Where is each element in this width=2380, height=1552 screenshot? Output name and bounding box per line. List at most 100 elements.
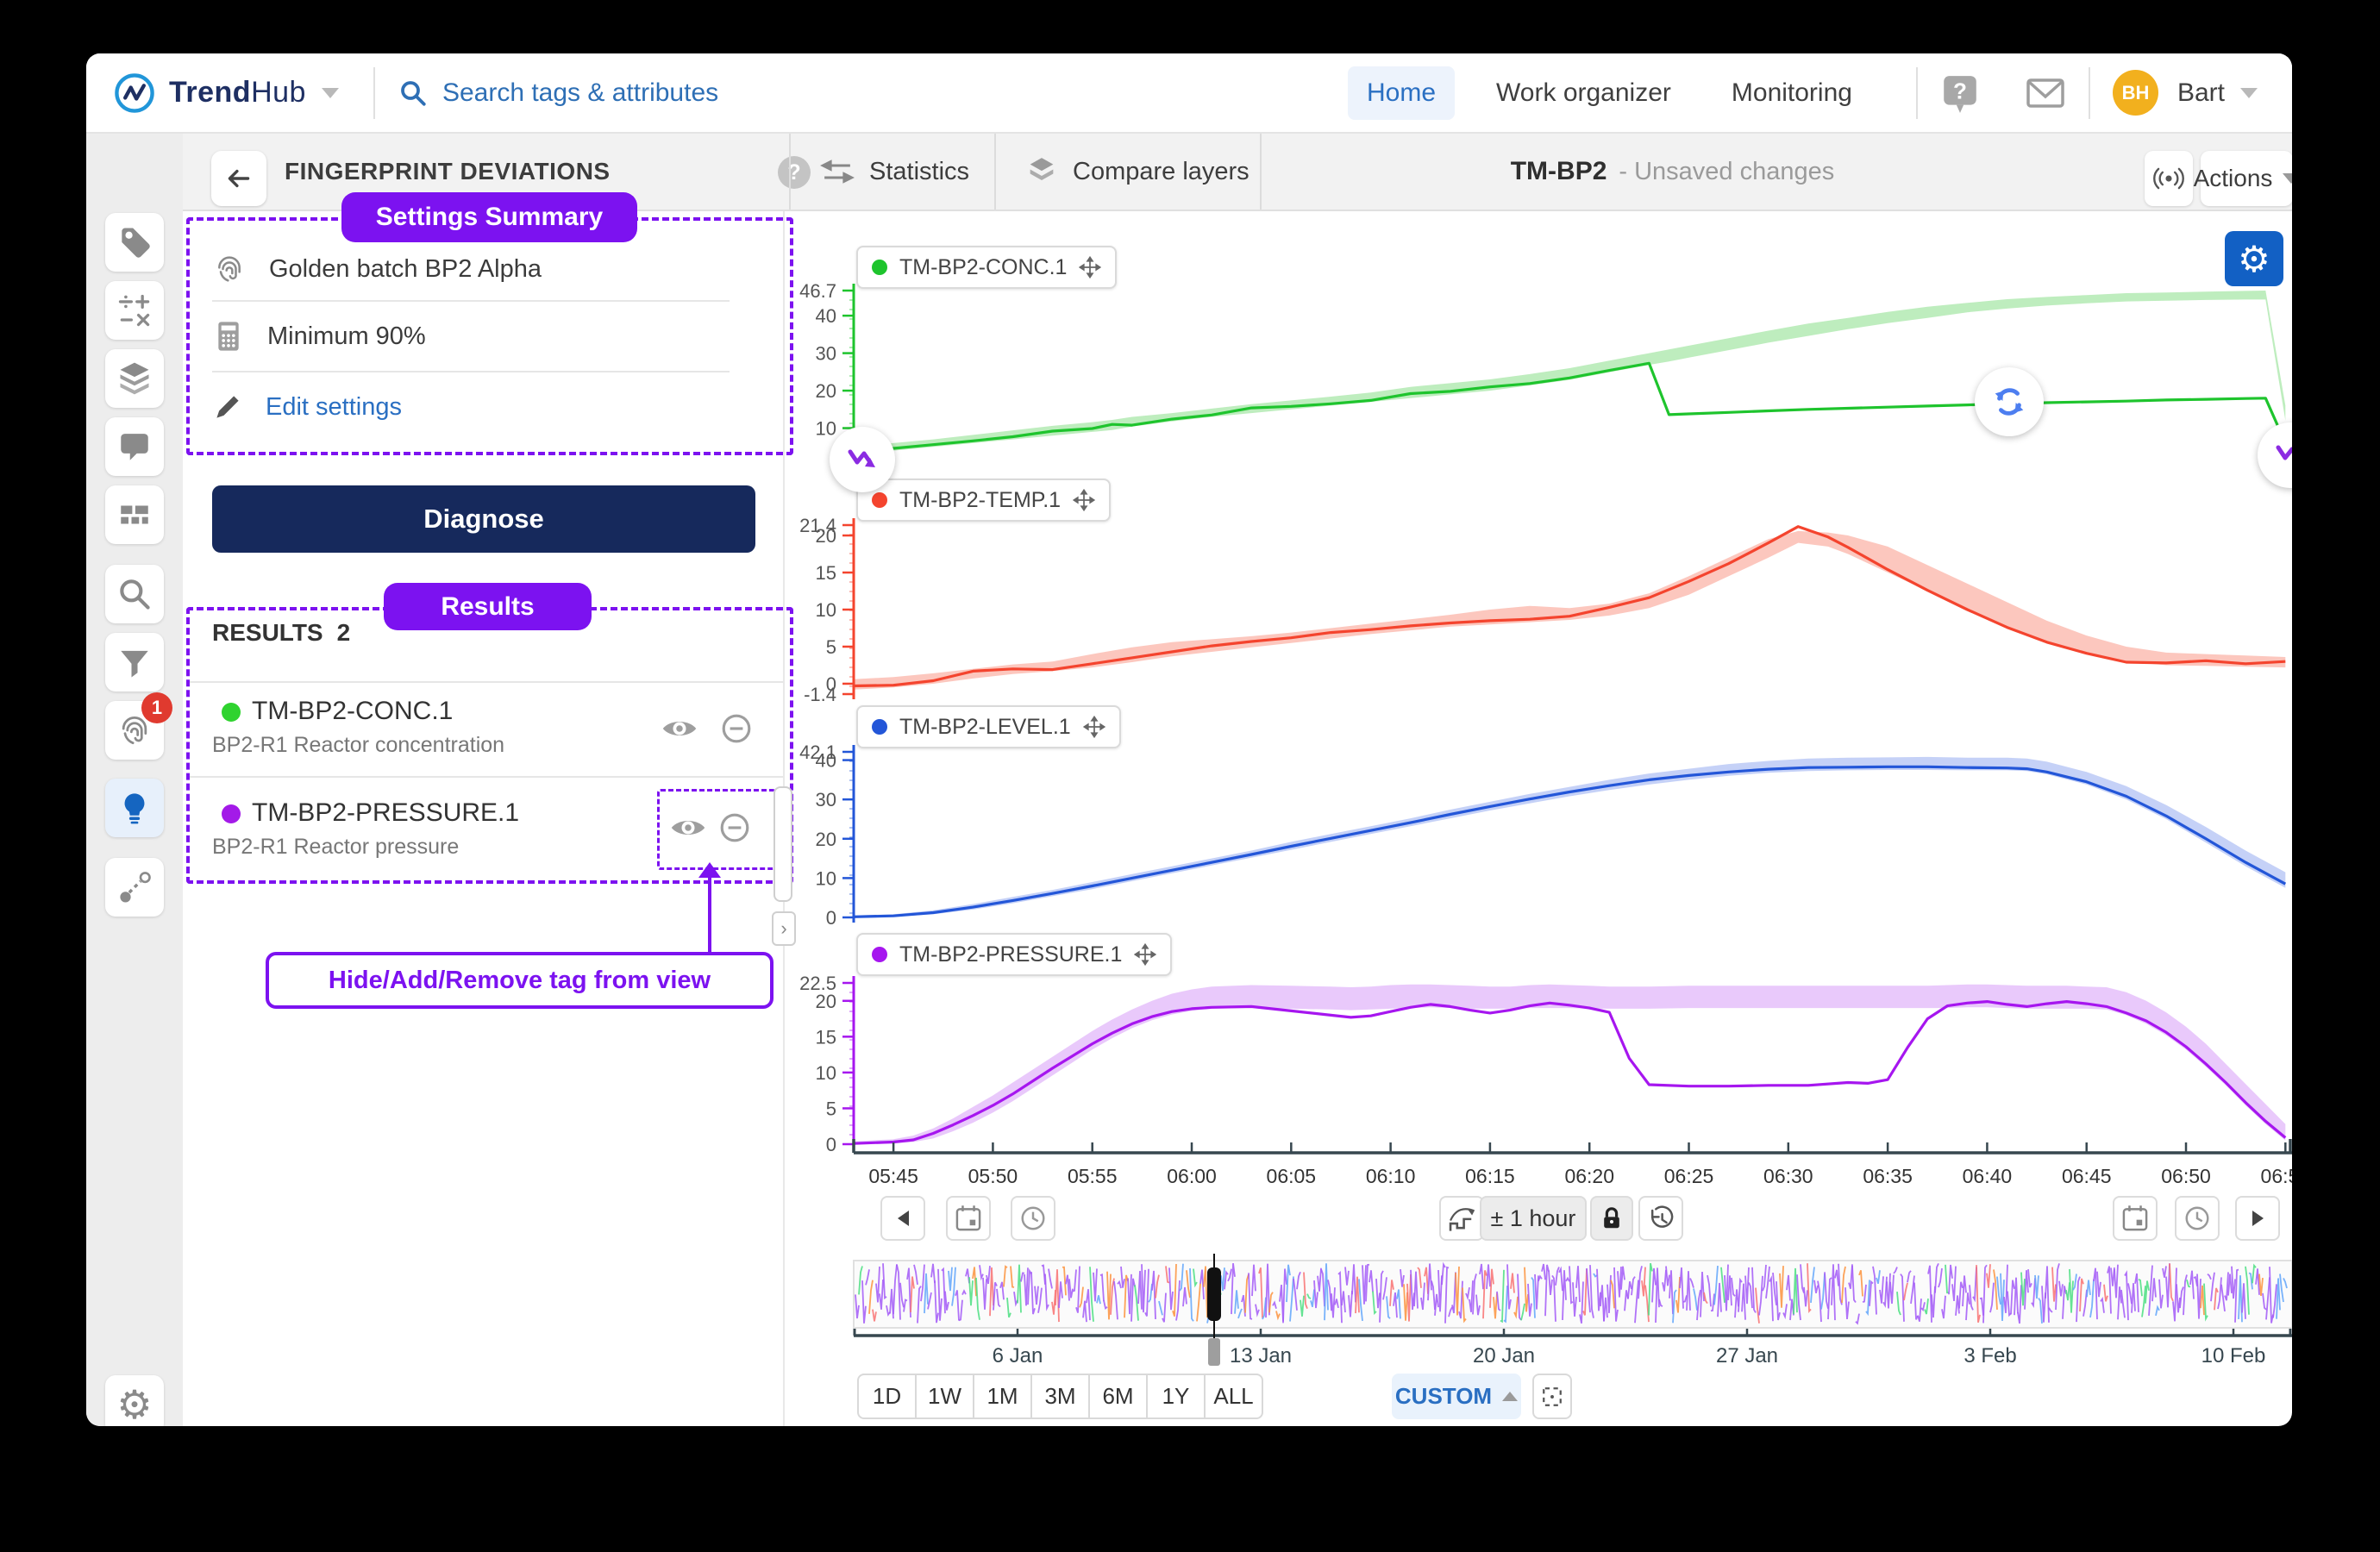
range-button-6M[interactable]: 6M [1088,1374,1148,1419]
context-timeline[interactable]: 6 Jan13 Jan20 Jan27 Jan3 Feb10 Feb [783,1248,2292,1373]
compare-layers-button[interactable]: Compare layers [1024,134,1250,210]
messages-icon[interactable] [2025,76,2066,110]
svg-text:06:55: 06:55 [2261,1165,2292,1187]
chart-type-button[interactable] [1439,1196,1484,1241]
annotation-arrow-line [708,874,711,952]
focus-range-button[interactable] [1532,1374,1572,1419]
range-button-1W[interactable]: 1W [915,1374,974,1419]
legend-label: TM-BP2-CONC.1 [899,255,1067,280]
svg-text:20: 20 [816,829,836,850]
actions-caret-icon [2283,173,2292,184]
lock-button[interactable] [1590,1196,1633,1241]
top-navigation: Home Work organizer Monitoring ? BH Bart [1348,66,2292,120]
legend-chip[interactable]: TM-BP2-PRESSURE.1 [856,933,1172,976]
avatar[interactable]: BH [2113,70,2158,116]
legend-chip[interactable]: TM-BP2-TEMP.1 [856,479,1111,522]
move-icon[interactable] [1079,256,1101,278]
help-icon[interactable]: ? [1940,72,1980,114]
top-bar: TrendHub Search tags & attributes Home W… [86,53,2292,134]
pan-left-button[interactable] [880,1196,925,1241]
history-button[interactable] [1638,1196,1683,1241]
range-button-ALL[interactable]: ALL [1204,1374,1263,1419]
legend-chip[interactable]: TM-BP2-CONC.1 [856,246,1117,289]
dashboard-tool-button[interactable] [105,485,164,544]
svg-text:06:15: 06:15 [1465,1165,1515,1187]
time-button[interactable] [1011,1196,1055,1241]
range-button-1Y[interactable]: 1Y [1146,1374,1206,1419]
user-menu-caret-icon[interactable] [2240,88,2258,98]
range-button-1D[interactable]: 1D [857,1374,917,1419]
nav-monitoring[interactable]: Monitoring [1713,66,1871,120]
result-name[interactable]: TM-BP2-PRESSURE.1 [252,798,519,828]
edit-settings-link[interactable]: Edit settings [266,393,402,422]
brand-caret-icon[interactable] [322,88,339,98]
timeline-cursor[interactable] [1207,1254,1221,1366]
visibility-eye-icon[interactable] [669,815,707,841]
comments-tool-button[interactable] [105,417,164,476]
formulas-tool-button[interactable] [105,281,164,340]
refresh-button[interactable] [1975,367,2044,436]
chart-TM-BP2-LEVEL.1: 42.1403020100 [799,742,2285,929]
gear-icon: ⚙ [116,1385,152,1424]
tags-tool-button[interactable] [105,213,164,272]
legend-label: TM-BP2-TEMP.1 [899,488,1061,513]
filter-tool-button[interactable] [105,633,164,692]
x-axis: 05:4505:5005:5506:0006:0506:1006:1506:20… [854,1139,2292,1187]
visibility-eye-icon[interactable] [661,716,698,742]
series-color-dot [872,947,887,962]
diagnose-button[interactable]: Diagnose [212,485,755,553]
calculator-icon [212,319,245,354]
clock-icon [1018,1203,1049,1234]
svg-text:06:05: 06:05 [1267,1165,1317,1187]
nav-work-organizer[interactable]: Work organizer [1477,66,1690,120]
user-name[interactable]: Bart [2177,78,2225,108]
date-axis: 6 Jan13 Jan20 Jan27 Jan3 Feb10 Feb [854,1329,2292,1367]
statistics-button[interactable]: Statistics [819,134,969,210]
fingerprint-tool-button[interactable]: 1 [105,701,164,760]
calendar-button-right[interactable] [2113,1196,2158,1241]
fingerprint-name: Golden batch BP2 Alpha [269,255,542,284]
settings-button[interactable]: ⚙ [105,1375,164,1426]
actions-button[interactable]: Actions [2201,151,2292,206]
pan-right-button[interactable] [2235,1196,2280,1241]
svg-text:05:50: 05:50 [968,1165,1018,1187]
tag-icon [116,223,153,261]
chart-settings-button[interactable]: ⚙ [2225,231,2283,286]
remove-tag-icon[interactable] [718,811,751,844]
search-input[interactable]: Search tags & attributes [398,78,718,109]
chart-TM-BP2-TEMP.1: 21.420151050-1.4 [799,515,2285,705]
remove-tag-icon[interactable] [720,712,753,745]
svg-text:06:35: 06:35 [1863,1165,1913,1187]
clock-icon [2182,1203,2213,1234]
range-button-1M[interactable]: 1M [973,1374,1032,1419]
chart-TM-BP2-CONC.1: 46.740302010 [799,280,2285,471]
svg-text:06:30: 06:30 [1763,1165,1813,1187]
nav-home[interactable]: Home [1348,66,1455,120]
recommendations-tool-button[interactable] [105,779,164,837]
time-button-right[interactable] [2175,1196,2220,1241]
calendar-button[interactable] [946,1196,991,1241]
move-icon[interactable] [1073,489,1095,511]
back-button[interactable] [211,151,266,206]
time-window-button[interactable]: ± 1 hour [1480,1196,1587,1241]
context-items-tool-button[interactable] [105,858,164,917]
threshold-value: Minimum 90% [267,322,426,351]
svg-text:10: 10 [816,867,836,889]
result-name[interactable]: TM-BP2-CONC.1 [252,697,453,726]
trend-out-left-button[interactable] [830,427,895,492]
svg-text:06:25: 06:25 [1664,1165,1714,1187]
live-mode-button[interactable] [2145,151,2193,206]
layers-tool-button[interactable] [105,349,164,408]
search-tool-button[interactable] [105,565,164,623]
svg-text:13 Jan: 13 Jan [1230,1344,1292,1367]
left-icon-rail: 1 ⚙ [86,134,183,1426]
svg-text:15: 15 [816,1026,836,1048]
move-icon[interactable] [1083,716,1105,738]
range-button-3M[interactable]: 3M [1030,1374,1090,1419]
legend-chip[interactable]: TM-BP2-LEVEL.1 [856,705,1121,748]
panel-help-icon[interactable]: ? [778,156,811,189]
edit-settings-row[interactable]: Edit settings [212,388,402,426]
custom-range-button[interactable]: CUSTOM [1392,1374,1521,1419]
custom-caret-icon [1502,1392,1518,1401]
move-icon[interactable] [1134,943,1156,966]
